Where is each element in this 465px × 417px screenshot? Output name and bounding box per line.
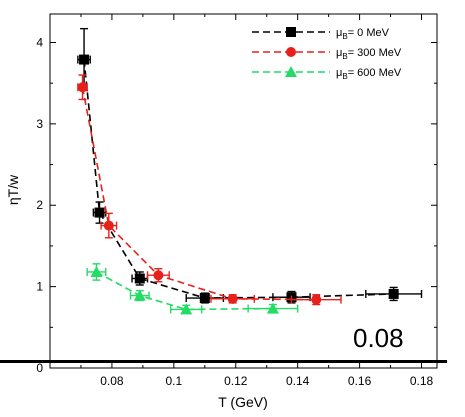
legend-label: μB= 600 MeV bbox=[336, 67, 402, 81]
data-point-triangle bbox=[285, 66, 297, 77]
data-point-circle bbox=[311, 294, 322, 305]
y-tick-label: 3 bbox=[36, 117, 43, 131]
data-point-circle bbox=[227, 293, 238, 304]
legend-label: μB= 0 MeV bbox=[336, 27, 390, 41]
data-point-triangle bbox=[90, 265, 103, 277]
series-triangle bbox=[86, 263, 299, 315]
x-axis-label: T (GeV) bbox=[218, 394, 268, 410]
data-point-circle bbox=[77, 82, 88, 93]
x-tick-label: 0.12 bbox=[224, 374, 248, 388]
x-tick-label: 0.18 bbox=[410, 374, 434, 388]
y-tick-label: 4 bbox=[36, 35, 43, 49]
series-line bbox=[83, 59, 394, 299]
axis-labels: T (GeV) ηT/w 0.08 bbox=[5, 174, 404, 410]
legend-label-value: = 300 MeV bbox=[348, 47, 402, 59]
data-point-circle bbox=[103, 220, 114, 231]
legend-entry: μB= 0 MeV bbox=[252, 27, 390, 41]
legend-label-value: = 0 MeV bbox=[348, 27, 390, 39]
data-point-triangle bbox=[180, 303, 193, 315]
x-tick-label: 0.14 bbox=[286, 374, 310, 388]
legend-label-subscript: B bbox=[342, 52, 347, 61]
plot-border bbox=[49, 13, 438, 369]
legend-label-symbol: μ bbox=[336, 67, 342, 79]
legend-label-subscript: B bbox=[342, 32, 347, 41]
x-tick-label: 0.08 bbox=[100, 374, 124, 388]
series-line bbox=[96, 271, 273, 311]
annotation-value: 0.08 bbox=[353, 323, 404, 353]
data-point-triangle bbox=[266, 302, 279, 314]
y-tick-label: 1 bbox=[36, 280, 43, 294]
legend-label: μB= 300 MeV bbox=[336, 47, 402, 61]
data-point-circle bbox=[153, 270, 164, 281]
data-point-square bbox=[79, 54, 90, 65]
x-tick-label: 0.16 bbox=[348, 374, 372, 388]
data-point-circle bbox=[286, 47, 296, 57]
axis-ticks: 0.08 0.1 0.12 0.14 0.16 0.18 0 1 2 3 4 bbox=[36, 14, 437, 388]
series-circle bbox=[77, 74, 342, 306]
legend-entry: μB= 600 MeV bbox=[252, 66, 402, 81]
data-point-triangle bbox=[133, 289, 146, 301]
data-point-square bbox=[286, 27, 296, 37]
legend-entry: μB= 300 MeV bbox=[252, 47, 402, 61]
y-axis-label: ηT/w bbox=[5, 174, 21, 205]
data-point-square bbox=[94, 207, 105, 218]
data-point-square bbox=[388, 288, 399, 299]
legend-label-value: = 600 MeV bbox=[348, 67, 402, 79]
x-tick-label: 0.1 bbox=[165, 374, 182, 388]
data-point-square bbox=[199, 293, 210, 304]
legend-label-subscript: B bbox=[342, 72, 347, 81]
y-tick-label: 0 bbox=[36, 361, 43, 375]
legend-label-symbol: μ bbox=[336, 47, 342, 59]
legend-label-symbol: μ bbox=[336, 27, 342, 39]
y-tick-label: 2 bbox=[36, 198, 43, 212]
plot-frame bbox=[0, 13, 447, 369]
data-series bbox=[77, 27, 423, 315]
series-line bbox=[81, 87, 317, 301]
data-point-square bbox=[134, 273, 145, 284]
